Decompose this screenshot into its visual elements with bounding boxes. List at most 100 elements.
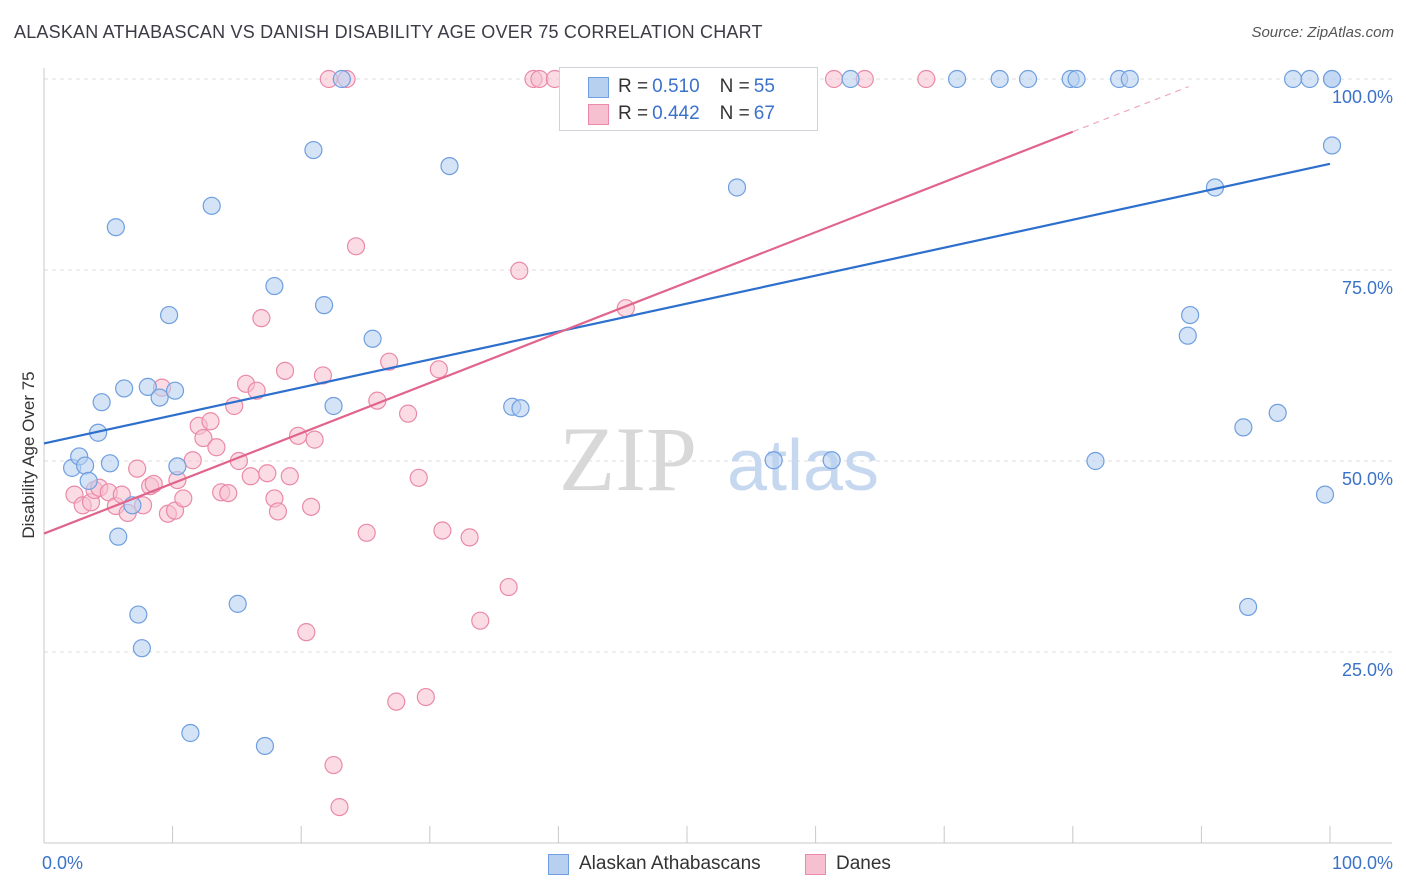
danes-point xyxy=(174,489,193,508)
bottom-legend-label: Danes xyxy=(836,853,891,874)
danes-point xyxy=(510,261,529,280)
danes-point xyxy=(416,687,435,707)
danes-point xyxy=(280,467,299,486)
athabascan-point xyxy=(1086,451,1105,471)
athabascan-point xyxy=(255,736,275,756)
athabascan-point xyxy=(727,178,747,197)
trend-lines xyxy=(43,86,1331,535)
x-tick-label: 0.0% xyxy=(42,853,83,873)
danes-point xyxy=(305,430,324,449)
chart-title: ALASKAN ATHABASCAN VS DANISH DISABILITY … xyxy=(14,22,763,42)
athabascan-point xyxy=(324,396,343,416)
y-tick-label: 75.0% xyxy=(1342,278,1393,298)
athabascan-point xyxy=(1322,69,1342,89)
athabascan-point xyxy=(1322,136,1342,155)
danes-point xyxy=(194,428,213,448)
grid-lines xyxy=(44,78,1392,653)
danes-point xyxy=(530,69,549,89)
athabascan-point xyxy=(363,329,382,348)
athabascan-point xyxy=(1268,403,1287,422)
danes-point xyxy=(499,577,518,597)
x-tick-label: 100.0% xyxy=(1332,853,1393,873)
athabascan-point xyxy=(132,639,151,658)
danes-point xyxy=(357,523,376,542)
danes-point xyxy=(183,451,202,470)
athabascan-point xyxy=(76,456,95,475)
danes-point xyxy=(471,611,490,630)
danes-point xyxy=(433,521,452,540)
legend-r-label: R = xyxy=(618,76,649,97)
danes-points xyxy=(65,69,936,817)
legend-r-value: 0.510 xyxy=(652,76,700,97)
athabascan-point xyxy=(1239,597,1258,617)
danes-point xyxy=(252,309,271,328)
athabascan-point xyxy=(1283,69,1303,89)
athabascan-point xyxy=(440,156,459,176)
athabascan-point xyxy=(106,218,125,237)
athabascan-point xyxy=(304,140,323,160)
y-tick-label: 25.0% xyxy=(1342,660,1393,680)
athabascan-point xyxy=(160,305,179,325)
athabascan-point xyxy=(100,454,120,473)
danes-point xyxy=(380,352,399,371)
bottom-legend-label: Alaskan Athabascans xyxy=(579,853,761,874)
source-label: Source: ZipAtlas.com xyxy=(1251,24,1394,41)
tick-labels: 25.0% 50.0% 75.0% 100.0% 0.0% 100.0% xyxy=(42,87,1393,873)
danes-point xyxy=(460,528,479,547)
athabascan-point xyxy=(92,393,111,412)
danes-trend-line xyxy=(43,130,1074,535)
danes-point xyxy=(824,69,844,89)
watermark: ZIP atlas xyxy=(559,408,879,510)
athabascan-point xyxy=(1234,418,1253,437)
athabascan-point xyxy=(990,69,1009,89)
danes-point xyxy=(201,412,220,431)
danes-point xyxy=(258,464,277,483)
correlation-legend: R = 0.510 N = 55 R = 0.442 N = 67 xyxy=(559,67,818,131)
legend-swatch-pink xyxy=(588,104,609,125)
legend-row-danes: R = 0.442 N = 67 xyxy=(618,102,775,126)
bottom-legend-danes: Danes xyxy=(805,852,891,876)
legend-n-label: N = xyxy=(719,103,750,124)
danes-trend-extension xyxy=(1072,86,1189,133)
athabascan-point xyxy=(202,196,221,215)
athabascan-point xyxy=(265,276,284,296)
athabascan-point xyxy=(1181,305,1200,325)
athabascan-points xyxy=(62,69,1342,756)
danes-point xyxy=(128,459,147,478)
danes-point xyxy=(275,361,295,380)
axes xyxy=(43,68,1392,844)
watermark-atlas: atlas xyxy=(727,426,879,506)
legend-r-label: R = xyxy=(618,103,649,124)
danes-point xyxy=(247,381,266,400)
athabascan-point xyxy=(511,399,530,418)
legend-n-value: 67 xyxy=(753,103,775,124)
danes-point xyxy=(313,366,333,385)
athabascan-point xyxy=(168,457,187,476)
athabascan-point xyxy=(314,296,334,315)
athabascan-point xyxy=(129,605,148,624)
danes-point xyxy=(324,755,343,775)
danes-point xyxy=(917,69,936,89)
athabascan-point xyxy=(947,69,967,89)
athabascan-point xyxy=(1067,69,1086,89)
danes-point xyxy=(429,360,448,379)
danes-point xyxy=(268,502,288,521)
danes-point xyxy=(301,497,321,516)
athabascan-point xyxy=(165,381,185,400)
athabascan-point xyxy=(228,594,247,613)
athabascan-point xyxy=(1178,326,1197,345)
danes-point xyxy=(387,692,406,711)
danes-point xyxy=(297,623,316,642)
danes-point xyxy=(207,438,226,457)
y-axis-label: Disability Age Over 75 xyxy=(19,371,38,538)
danes-point xyxy=(346,237,366,256)
bottom-legend-swatch-pink xyxy=(805,853,826,875)
athabascan-point xyxy=(1120,69,1139,89)
athabascan-point xyxy=(1300,69,1319,89)
y-tick-label: 50.0% xyxy=(1342,469,1393,489)
watermark-zip: ZIP xyxy=(559,408,697,510)
athabascan-point xyxy=(150,388,169,407)
danes-point xyxy=(398,404,418,423)
legend-n-label: N = xyxy=(719,76,750,97)
